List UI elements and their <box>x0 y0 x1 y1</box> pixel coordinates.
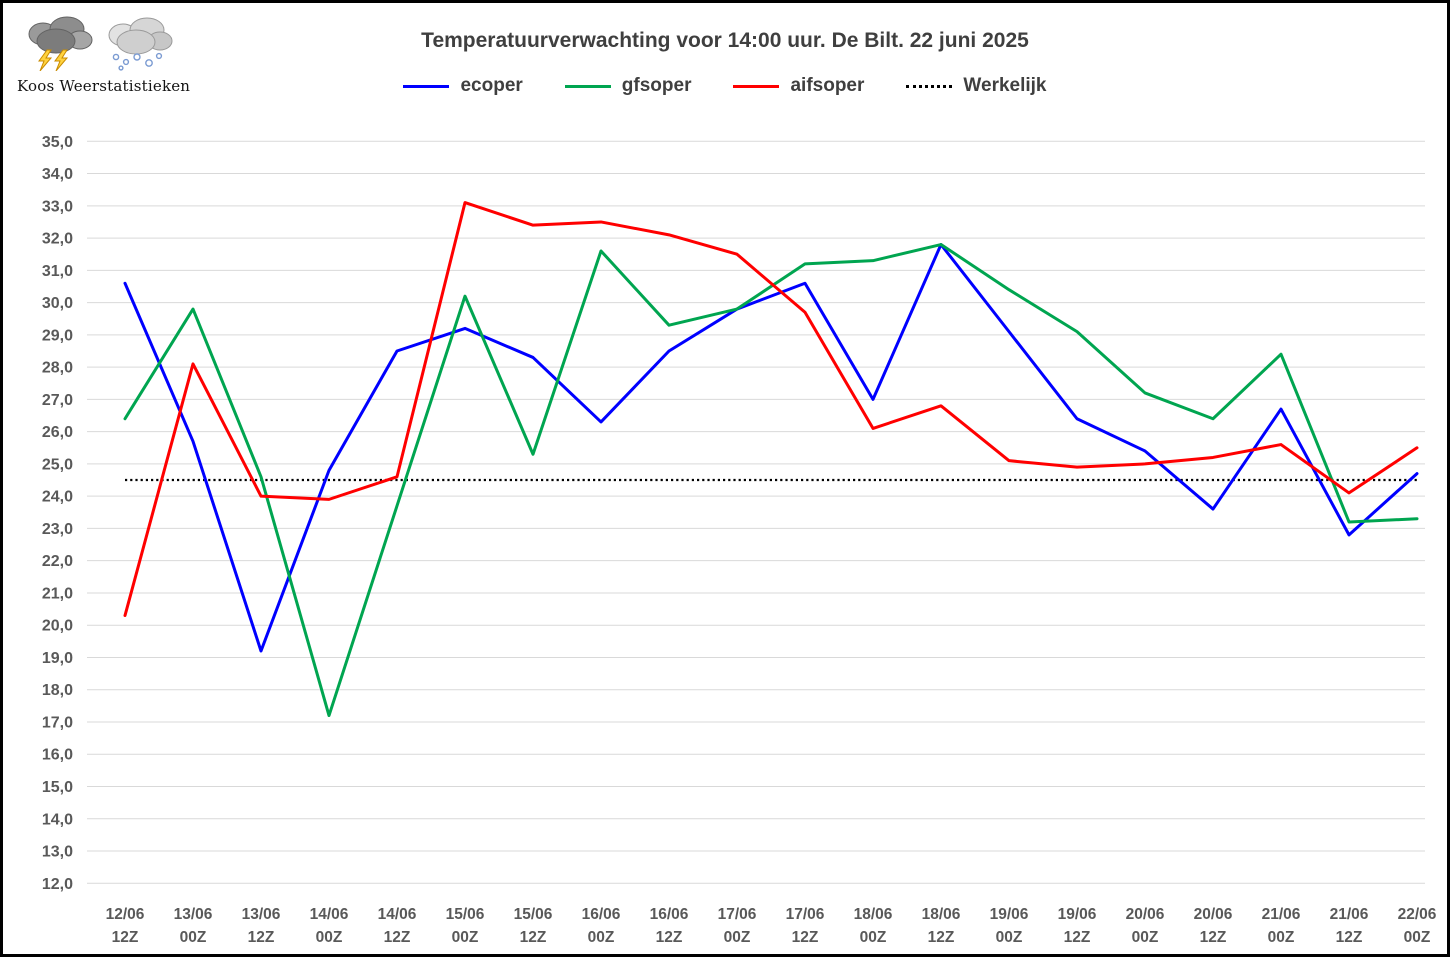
series-ecoper-line <box>123 243 1419 653</box>
x-axis-tick-label-run: 12Z <box>1064 929 1091 946</box>
brand-name: Koos Weerstatistieken <box>17 77 191 95</box>
x-axis-tick-label-run: 00Z <box>180 929 207 946</box>
x-axis-tick-label-run: 12Z <box>520 929 547 946</box>
y-axis-tick-label: 16,0 <box>42 747 73 764</box>
y-axis-tick-label: 23,0 <box>42 521 73 538</box>
y-axis-tick-label: 31,0 <box>42 263 73 280</box>
y-axis-tick-label: 12,0 <box>42 876 73 893</box>
x-axis-tick-label-date: 14/06 <box>378 906 417 923</box>
x-axis-tick-label-run: 12Z <box>792 929 819 946</box>
x-axis-tick-label-run: 00Z <box>588 929 615 946</box>
legend-item-ecoper: ecoper <box>403 75 523 97</box>
legend-label-gfsoper: gfsoper <box>621 75 692 96</box>
x-axis-tick-label-run: 12Z <box>248 929 275 946</box>
x-axis-tick-label-date: 17/06 <box>718 906 757 923</box>
x-axis-tick-label-run: 12Z <box>928 929 955 946</box>
x-axis-tick-label-date: 12/06 <box>106 906 145 923</box>
series-aifsoper-line <box>123 201 1419 618</box>
branding: Koos Weerstatistieken <box>3 3 190 95</box>
x-axis-tick-label-date: 14/06 <box>310 906 349 923</box>
y-axis-tick-label: 28,0 <box>42 360 73 377</box>
x-axis-tick-label-date: 20/06 <box>1194 906 1233 923</box>
x-axis-tick-label-run: 00Z <box>860 929 887 946</box>
legend: ecoper gfsoper aifsoper Werkelijk <box>3 75 1447 97</box>
y-axis-tick-label: 30,0 <box>42 295 73 312</box>
legend-item-werkelijk: Werkelijk <box>906 75 1047 97</box>
snow-cloud-icon <box>108 17 173 71</box>
legend-dotted-swatch-werkelijk <box>906 84 953 88</box>
y-axis-tick-label: 25,0 <box>42 456 73 473</box>
legend-line-swatch-gfsoper <box>564 84 611 88</box>
y-axis-tick-label: 34,0 <box>42 166 73 183</box>
y-axis-tick-label: 35,0 <box>42 134 73 151</box>
x-axis-tick-label-date: 18/06 <box>922 906 961 923</box>
x-axis-tick-label-date: 22/06 <box>1398 906 1437 923</box>
x-axis-tick-label-date: 21/06 <box>1330 906 1369 923</box>
y-axis-tick-label: 14,0 <box>42 811 73 828</box>
y-axis-tick-label: 21,0 <box>42 585 73 602</box>
x-axis-tick-label-run: 12Z <box>656 929 683 946</box>
x-axis-tick-label-run: 00Z <box>1132 929 1159 946</box>
y-axis-tick-label: 27,0 <box>42 392 73 409</box>
y-axis-tick-label: 26,0 <box>42 424 73 441</box>
x-axis-tick-label-run: 00Z <box>724 929 751 946</box>
x-axis-tick-label-run: 00Z <box>1404 929 1431 946</box>
x-axis-tick-label-date: 15/06 <box>514 906 553 923</box>
legend-item-aifsoper: aifsoper <box>733 75 864 97</box>
y-axis-tick-label: 20,0 <box>42 618 73 635</box>
x-axis-tick-label-run: 00Z <box>996 929 1023 946</box>
x-axis-tick-label-date: 13/06 <box>174 906 213 923</box>
y-axis-tick-label: 22,0 <box>42 553 73 570</box>
y-axis-tick-label: 17,0 <box>42 714 73 731</box>
x-axis-tick-label-run: 12Z <box>1200 929 1227 946</box>
x-axis-tick-label-run: 00Z <box>452 929 479 946</box>
x-axis-tick-label-date: 16/06 <box>650 906 689 923</box>
temperature-line-chart: 35,0 34,0 33,0 32,0 31,0 30,0 29,0 28,0 27,0 26,0… <box>42 134 1437 946</box>
y-axis-tick-label: 33,0 <box>42 198 73 215</box>
x-axis-tick-label-date: 19/06 <box>990 906 1029 923</box>
x-axis-tick-label-run: 00Z <box>316 929 343 946</box>
legend-line-swatch-aifsoper <box>733 84 780 88</box>
x-axis-tick-label-date: 15/06 <box>446 906 485 923</box>
x-axis-tick-label-run: 12Z <box>1336 929 1363 946</box>
x-axis-tick-label-date: 18/06 <box>854 906 893 923</box>
y-axis-tick-label: 18,0 <box>42 682 73 699</box>
chart-title: Temperatuurverwachting voor 14:00 uur. D… <box>421 29 1029 52</box>
x-axis-tick-label-date: 13/06 <box>242 906 281 923</box>
legend-label-aifsoper: aifsoper <box>790 75 865 96</box>
x-axis-tick-label-date: 21/06 <box>1262 906 1301 923</box>
series-gfsoper-line <box>123 243 1419 718</box>
chart-header: Temperatuurverwachting voor 14:00 uur. D… <box>3 3 1447 97</box>
x-axis-tick-label-date: 17/06 <box>786 906 825 923</box>
x-axis-tick-label-date: 16/06 <box>582 906 621 923</box>
y-axis-tick-label: 29,0 <box>42 327 73 344</box>
storm-cloud-icon <box>28 16 93 71</box>
brand-icons <box>3 3 190 71</box>
y-axis-tick-label: 19,0 <box>42 650 73 667</box>
legend-label-ecoper: ecoper <box>460 75 523 96</box>
x-axis-tick-label-date: 20/06 <box>1126 906 1165 923</box>
y-axis-tick-label: 32,0 <box>42 231 73 248</box>
legend-item-gfsoper: gfsoper <box>564 75 692 97</box>
x-axis-tick-label-run: 12Z <box>112 929 139 946</box>
y-axis-tick-label: 24,0 <box>42 489 73 506</box>
legend-line-swatch-ecoper <box>403 84 450 88</box>
x-axis-tick-label-date: 19/06 <box>1058 906 1097 923</box>
legend-label-werkelijk: Werkelijk <box>963 75 1047 96</box>
x-axis-tick-label-run: 00Z <box>1268 929 1295 946</box>
y-axis-tick-label: 13,0 <box>42 844 73 861</box>
y-axis-tick-label: 15,0 <box>42 779 73 796</box>
x-axis-tick-label-run: 12Z <box>384 929 411 946</box>
